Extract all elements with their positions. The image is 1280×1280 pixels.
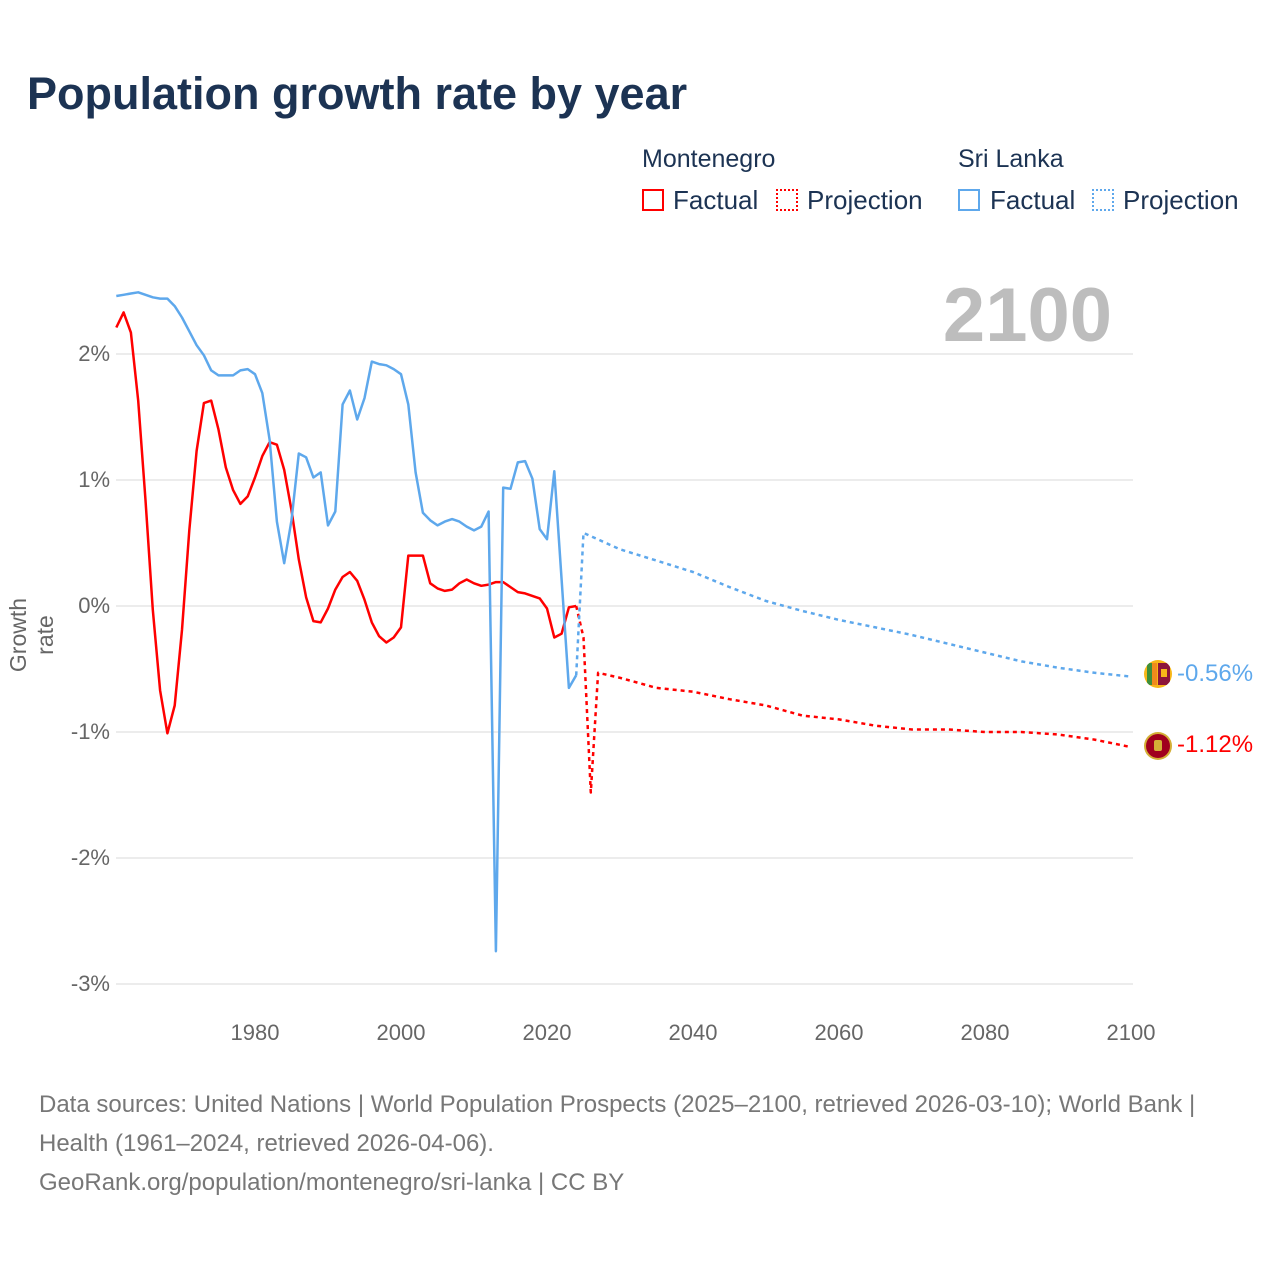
- y-tick-label: -2%: [70, 845, 110, 870]
- x-tick-label: 2100: [1106, 1020, 1156, 1045]
- y-tick-label: -3%: [70, 971, 110, 996]
- series-line-montenegro-projection: [574, 605, 1132, 794]
- end-label-sri-lanka: -0.56%: [1177, 660, 1254, 687]
- y-tick-label: 1%: [78, 467, 110, 492]
- legend-group-sri-lanka: Sri Lanka: [958, 145, 1064, 173]
- legend-swatch-sri-lanka-projection[interactable]: [1092, 189, 1114, 211]
- series-line-sri-lanka-projection: [574, 531, 1132, 678]
- x-tick-label: 2060: [814, 1020, 864, 1045]
- series-line-montenegro-factual: [115, 311, 577, 735]
- legend-label-sri-lanka-factual[interactable]: Factual: [990, 185, 1076, 215]
- year-display: 2100: [942, 273, 1112, 358]
- x-tick-label: 2080: [960, 1020, 1010, 1045]
- flag-sri-lanka-icon: [1144, 660, 1172, 688]
- flag-montenegro-icon: [1144, 732, 1172, 760]
- series-line-sri-lanka-factual: [116, 291, 578, 953]
- legend-group-montenegro: Montenegro: [642, 145, 776, 173]
- x-tick-label: 2040: [668, 1020, 718, 1045]
- legend-swatch-sri-lanka-factual[interactable]: [958, 189, 980, 211]
- legend-label-sri-lanka-projection[interactable]: Projection: [1123, 185, 1239, 215]
- x-tick-label: 1980: [230, 1020, 280, 1045]
- legend-swatch-montenegro-projection[interactable]: [776, 189, 798, 211]
- footer-sources: Data sources: United Nations | World Pop…: [39, 1091, 1196, 1157]
- y-axis-label: Growth rate: [5, 597, 58, 673]
- legend-label-montenegro-factual[interactable]: Factual: [673, 185, 759, 215]
- y-tick-label: 2%: [78, 341, 110, 366]
- x-tick-label: 2020: [522, 1020, 572, 1045]
- chart-title: Population growth rate by year: [27, 68, 688, 119]
- y-tick-label: -1%: [70, 719, 110, 744]
- legend-label-montenegro-projection[interactable]: Projection: [807, 185, 923, 215]
- footer-url[interactable]: GeoRank.org/population/montenegro/sri-la…: [39, 1169, 625, 1196]
- legend-swatch-montenegro-factual[interactable]: [642, 189, 664, 211]
- end-label-montenegro: -1.12%: [1177, 731, 1254, 758]
- y-tick-label: 0%: [78, 593, 110, 618]
- x-tick-label: 2000: [376, 1020, 426, 1045]
